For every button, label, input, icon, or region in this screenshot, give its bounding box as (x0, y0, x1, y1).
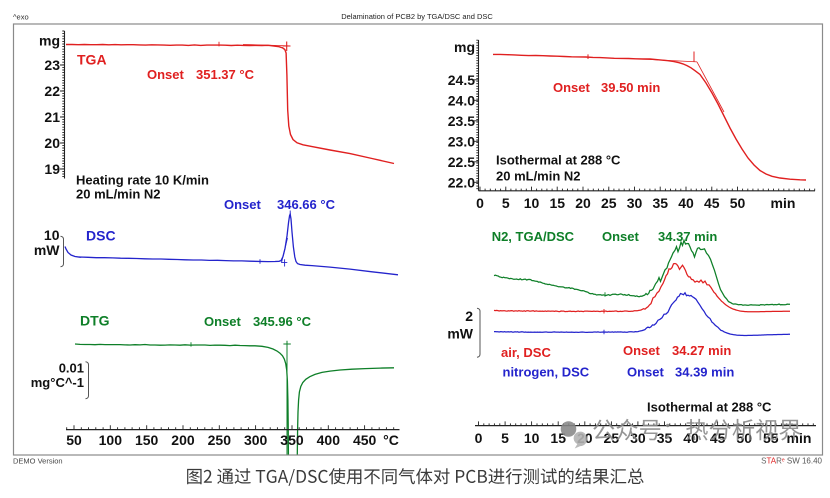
svg-text:50: 50 (66, 432, 82, 448)
svg-text:34.39 min: 34.39 min (675, 365, 734, 380)
svg-text:TGA: TGA (77, 52, 107, 68)
svg-text:Onset: Onset (627, 365, 665, 380)
svg-text:351.37 °C: 351.37 °C (196, 67, 255, 82)
svg-text:Isothermal at 288 °C: Isothermal at 288 °C (647, 400, 772, 415)
svg-text:100: 100 (99, 432, 123, 448)
svg-text:5: 5 (501, 430, 509, 446)
svg-text:30: 30 (630, 430, 646, 446)
svg-text:45: 45 (710, 430, 726, 446)
svg-text:345.96 °C: 345.96 °C (253, 314, 312, 329)
svg-text:Isothermal at 288 °C: Isothermal at 288 °C (496, 153, 621, 168)
svg-text:39.50 min: 39.50 min (601, 80, 660, 95)
svg-text:10: 10 (524, 430, 540, 446)
svg-text:350: 350 (280, 432, 304, 448)
svg-text:mg: mg (39, 32, 60, 48)
svg-text:nitrogen, DSC: nitrogen, DSC (503, 365, 590, 380)
svg-text:25: 25 (601, 195, 617, 211)
svg-text:^exo: ^exo (13, 13, 29, 22)
svg-text:22: 22 (44, 83, 60, 99)
svg-text:50: 50 (736, 430, 752, 446)
svg-text:Delamination of PCB2 by TGA/DS: Delamination of PCB2 by TGA/DSC and DSC (341, 12, 493, 21)
svg-text:20 mL/min N2: 20 mL/min N2 (76, 187, 161, 202)
svg-text:250: 250 (208, 432, 232, 448)
svg-text:air, DSC: air, DSC (501, 345, 551, 360)
svg-text:34.37 min: 34.37 min (658, 229, 717, 244)
svg-text:Onset: Onset (204, 314, 242, 329)
svg-text:Onset: Onset (553, 80, 591, 95)
svg-text:min: min (771, 195, 796, 211)
svg-text:Onset: Onset (224, 197, 262, 212)
svg-text:22.0: 22.0 (448, 174, 475, 190)
svg-text:Heating rate 10 K/min: Heating rate 10 K/min (76, 173, 209, 188)
svg-text:DEMO Version: DEMO Version (13, 457, 63, 466)
svg-text:0: 0 (475, 430, 483, 446)
svg-text:23: 23 (44, 57, 60, 73)
svg-text:200: 200 (171, 432, 195, 448)
svg-text:mg°C^-1: mg°C^-1 (31, 375, 84, 390)
svg-text:346.66 °C: 346.66 °C (277, 197, 336, 212)
svg-text:Onset: Onset (623, 343, 661, 358)
svg-text:40: 40 (678, 195, 694, 211)
svg-text:300: 300 (244, 432, 268, 448)
svg-text:10: 10 (44, 227, 60, 243)
svg-text:30: 30 (627, 195, 643, 211)
svg-text:DTG: DTG (80, 313, 110, 329)
svg-text:STARe SW 16.40: STARe SW 16.40 (761, 457, 822, 466)
svg-text:24.0: 24.0 (448, 92, 475, 108)
svg-text:15: 15 (550, 430, 566, 446)
svg-text:24.5: 24.5 (448, 72, 475, 88)
svg-text:35: 35 (657, 430, 673, 446)
svg-text:0: 0 (476, 195, 484, 211)
svg-text:21: 21 (44, 109, 60, 125)
svg-text:DSC: DSC (86, 228, 116, 244)
svg-text:min: min (787, 430, 812, 446)
svg-text:N2, TGA/DSC: N2, TGA/DSC (492, 229, 575, 244)
svg-text:45: 45 (704, 195, 720, 211)
svg-text:19: 19 (44, 161, 60, 177)
svg-text:°C: °C (383, 432, 399, 448)
svg-text:mW: mW (34, 242, 60, 258)
svg-text:35: 35 (652, 195, 668, 211)
svg-text:400: 400 (317, 432, 341, 448)
svg-text:20: 20 (44, 135, 60, 151)
svg-text:Onset: Onset (602, 229, 640, 244)
svg-text:5: 5 (502, 195, 510, 211)
svg-text:23.5: 23.5 (448, 113, 475, 129)
svg-text:150: 150 (135, 432, 159, 448)
svg-text:mg: mg (454, 39, 475, 55)
svg-text:34.27 min: 34.27 min (672, 343, 731, 358)
svg-text:2: 2 (465, 308, 473, 324)
svg-text:20: 20 (575, 195, 591, 211)
svg-text:20 mL/min N2: 20 mL/min N2 (496, 169, 581, 184)
svg-text:22.5: 22.5 (448, 154, 475, 170)
svg-text:Onset: Onset (147, 67, 185, 82)
svg-text:0.01: 0.01 (59, 361, 84, 376)
svg-text:10: 10 (524, 195, 540, 211)
svg-text:15: 15 (549, 195, 565, 211)
svg-text:450: 450 (353, 432, 377, 448)
svg-text:mW: mW (447, 326, 473, 342)
svg-text:23.0: 23.0 (448, 133, 475, 149)
svg-text:50: 50 (730, 195, 746, 211)
